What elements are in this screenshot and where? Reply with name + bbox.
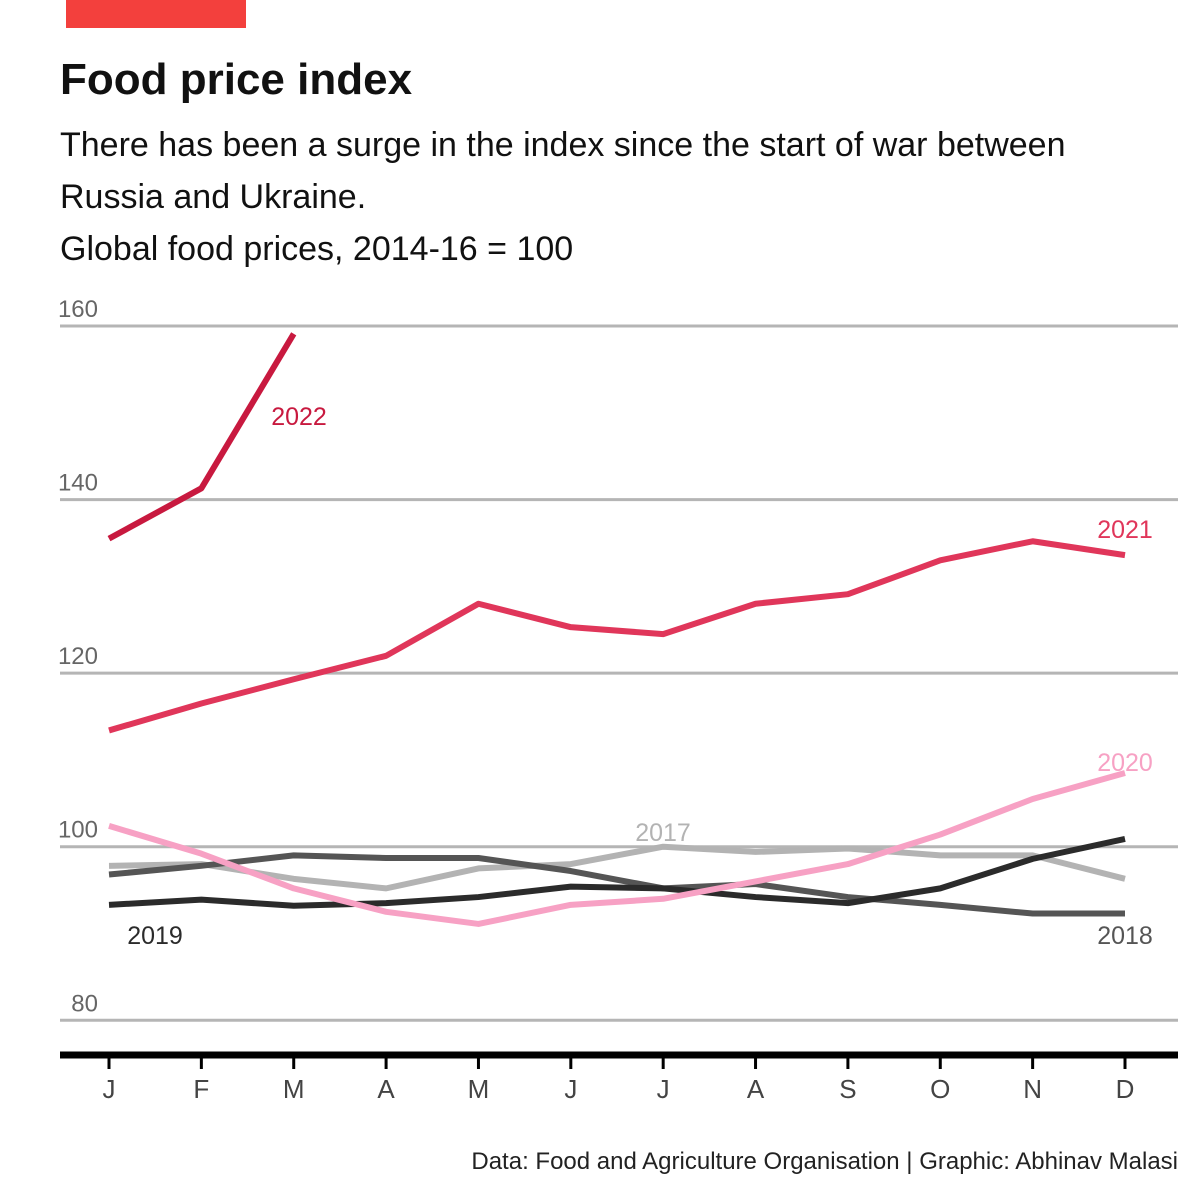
series-line (107, 332, 297, 542)
x-tick-label: A (747, 1074, 765, 1104)
series-label: 2019 (127, 922, 183, 950)
chart-subtitle: There has been a surge in the index sinc… (60, 126, 1066, 216)
y-tick-label: 160 (58, 296, 98, 323)
x-tick-label: F (193, 1074, 209, 1104)
x-tick-label: J (103, 1074, 116, 1104)
series-label: 2022 (271, 403, 327, 431)
x-tick-label: M (468, 1074, 490, 1104)
series-line (108, 843, 1126, 892)
y-axis-label: Global food prices, 2014-16 = 100 (60, 230, 574, 268)
chart-title: Food price index (60, 55, 413, 104)
header: Food price index There has been a surge … (60, 55, 1170, 275)
series-label: 2017 (635, 819, 691, 847)
x-tick-label: J (657, 1074, 670, 1104)
y-tick-label: 140 (58, 470, 98, 497)
x-tick-label: M (283, 1074, 305, 1104)
x-tick-label: A (377, 1074, 395, 1104)
x-tick-label: O (930, 1074, 950, 1104)
y-tick-label: 80 (71, 990, 98, 1017)
source: Data: Food and Agriculture Organisation … (471, 1148, 1178, 1175)
series-label: 2021 (1097, 516, 1153, 544)
x-tick-label: D (1116, 1074, 1135, 1104)
y-tick-label: 120 (58, 643, 98, 670)
series-line (108, 538, 1126, 734)
accent-bar (66, 0, 246, 28)
x-tick-label: N (1023, 1074, 1042, 1104)
series-label: 2020 (1097, 749, 1153, 777)
y-tick-label: 100 (58, 817, 98, 844)
series-line (108, 852, 1125, 917)
x-tick-label: S (839, 1074, 856, 1104)
series-line (108, 835, 1126, 909)
x-tick-label: J (564, 1074, 577, 1104)
series-label: 2018 (1097, 922, 1153, 950)
series-line (108, 770, 1126, 927)
